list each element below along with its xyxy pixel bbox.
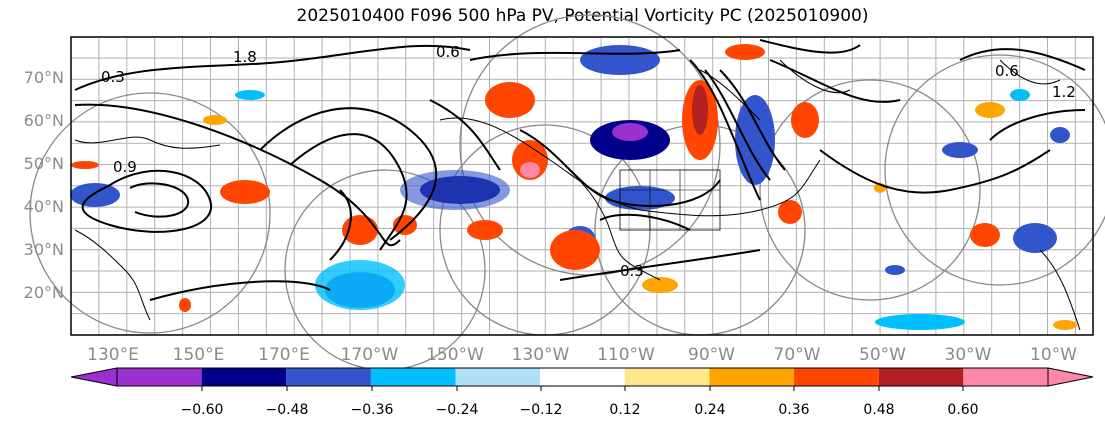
colorbar-tick-label: −0.36 bbox=[351, 402, 394, 418]
coastlines bbox=[74, 59, 1081, 331]
longitude-label: 170°E bbox=[258, 345, 310, 365]
colorbar-segment bbox=[709, 368, 795, 386]
longitude-label: 90°W bbox=[688, 345, 735, 365]
longitude-label: 110°W bbox=[597, 345, 655, 365]
colorbar-tick-label: 0.36 bbox=[778, 402, 809, 418]
colorbar-segment bbox=[540, 368, 625, 386]
longitude-labels: 130°E 150°E 170°E 170°W 150°W 130°W 110°W 90°W 7… bbox=[87, 345, 1077, 365]
colorbar-segment bbox=[201, 368, 287, 386]
colorbar-segment bbox=[794, 368, 879, 386]
longitude-label: 150°E bbox=[173, 345, 225, 365]
colorbar-extend-min bbox=[70, 367, 118, 387]
colorbar-segment bbox=[286, 368, 371, 386]
longitude-label: 150°W bbox=[426, 345, 484, 365]
longitude-label: 10°W bbox=[1030, 345, 1077, 365]
latitude-label: 40°N bbox=[24, 197, 64, 216]
contour-label: 0.3 bbox=[101, 68, 125, 86]
contour-label: 0.6 bbox=[436, 43, 460, 61]
colorbar-tick-label: −0.24 bbox=[436, 402, 479, 418]
longitude-label: 70°W bbox=[774, 345, 821, 365]
longitude-label: 30°W bbox=[945, 345, 992, 365]
contour-label: 0.6 bbox=[995, 62, 1019, 80]
colorbar-extend-max bbox=[1047, 367, 1094, 387]
colorbar-segment bbox=[370, 368, 456, 386]
colorbar-tick-label: 0.12 bbox=[609, 402, 640, 418]
map-title: 2025010400 F096 500 hPa PV, Potential Vo… bbox=[296, 6, 869, 26]
contour-label: 1.8 bbox=[233, 48, 257, 66]
map-frame bbox=[70, 36, 1094, 336]
colorbar-tick-label: 0.60 bbox=[947, 402, 978, 418]
colorbar-tick-label: 0.48 bbox=[863, 402, 894, 418]
latitude-label: 20°N bbox=[24, 283, 64, 302]
pv-contour-lines bbox=[74, 39, 1086, 301]
colorbar-tick-label: −0.12 bbox=[520, 402, 563, 418]
colorbar-tick-label: −0.60 bbox=[181, 402, 224, 418]
contour-label: 1.2 bbox=[1052, 83, 1076, 101]
colorbar: −0.60 −0.48 −0.36 −0.24 −0.12 0.12 0.24 0.36 0.4… bbox=[70, 367, 1094, 418]
latitude-label: 30°N bbox=[24, 240, 64, 259]
colorbar-segment bbox=[878, 368, 964, 386]
latitude-labels: 70°N 60°N 50°N 40°N 30°N 20°N bbox=[24, 68, 64, 302]
contour-label: 0.3 bbox=[620, 262, 644, 280]
longitude-label: 130°W bbox=[512, 345, 570, 365]
latitude-label: 60°N bbox=[24, 111, 64, 130]
colorbar-tick-label: 0.24 bbox=[694, 402, 725, 418]
colorbar-segment bbox=[455, 368, 541, 386]
contour-labels: 1.8 0.6 0.3 0.9 1.2 0.3 0.6 bbox=[101, 43, 1076, 280]
colorbar-tick-label: −0.48 bbox=[266, 402, 309, 418]
latitude-label: 70°N bbox=[24, 68, 64, 87]
longitude-label: 50°W bbox=[859, 345, 906, 365]
longitude-label: 170°W bbox=[341, 345, 399, 365]
colorbar-segment bbox=[624, 368, 710, 386]
latitude-label: 50°N bbox=[24, 154, 64, 173]
colorbar-segment bbox=[117, 368, 202, 386]
contour-label: 0.9 bbox=[113, 158, 137, 176]
longitude-label: 130°E bbox=[87, 345, 139, 365]
colorbar-segment bbox=[963, 368, 1048, 386]
